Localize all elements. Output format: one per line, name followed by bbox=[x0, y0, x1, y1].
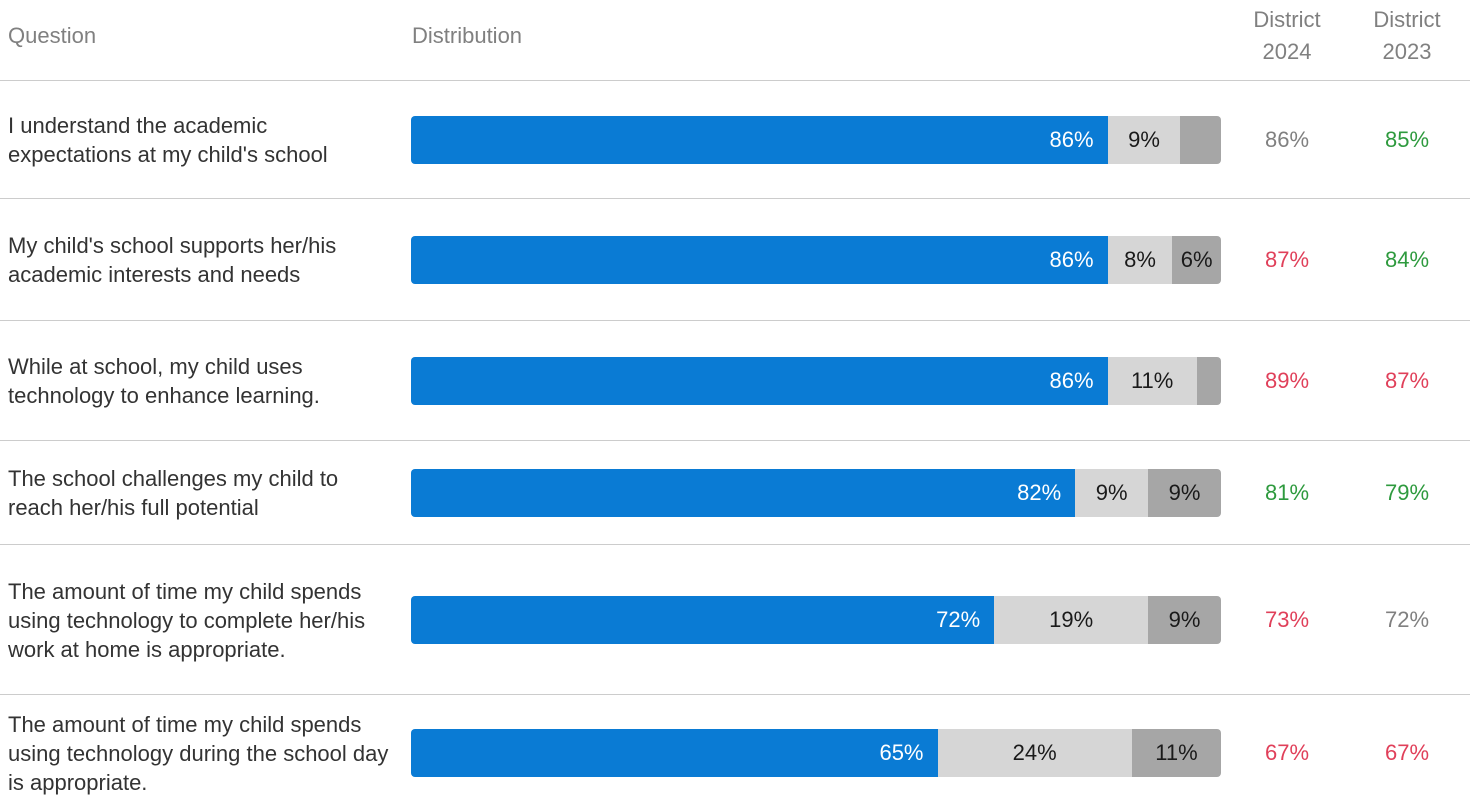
distribution-bar: 82% 9% 9% bbox=[411, 469, 1221, 517]
column-header-district-2023: District 2023 bbox=[1352, 4, 1462, 68]
table-row: My child's school supports her/his acade… bbox=[0, 198, 1470, 321]
district-2023-value: 85% bbox=[1384, 127, 1430, 152]
question-label: The amount of time my child spends using… bbox=[8, 578, 366, 662]
bar-segment-neutral: 24% bbox=[937, 729, 1132, 777]
bar-segment-neutral: 8% bbox=[1107, 236, 1173, 284]
distribution-bar: 65% 24% 11% bbox=[411, 729, 1221, 777]
table-row: The school challenges my child to reach … bbox=[0, 440, 1470, 545]
bar-segment-neutral: 9% bbox=[1075, 469, 1149, 517]
bar-segment-positive: 86% bbox=[411, 116, 1108, 164]
column-header-district-2024-line1: District bbox=[1253, 7, 1321, 32]
bar-segment-negative bbox=[1180, 116, 1221, 164]
district-2023-value: 72% bbox=[1384, 607, 1430, 632]
district-2024-value: 73% bbox=[1264, 607, 1310, 632]
bar-segment-positive: 82% bbox=[411, 469, 1076, 517]
table-row: The amount of time my child spends using… bbox=[0, 694, 1470, 811]
column-header-distribution: Distribution bbox=[412, 23, 523, 48]
column-header-district-2024: District 2024 bbox=[1232, 4, 1342, 68]
bar-segment-positive: 72% bbox=[411, 596, 995, 644]
bar-segment-positive: 65% bbox=[411, 729, 938, 777]
distribution-bar: 72% 19% 9% bbox=[411, 596, 1221, 644]
bar-segment-negative: 6% bbox=[1172, 236, 1221, 284]
question-label: I understand the academic expectations a… bbox=[8, 113, 328, 167]
bar-segment-negative: 11% bbox=[1131, 729, 1221, 777]
distribution-bar: 86% 9% bbox=[411, 116, 1221, 164]
distribution-bar: 86% 8% 6% bbox=[411, 236, 1221, 284]
table-row: I understand the academic expectations a… bbox=[0, 80, 1470, 199]
bar-segment-neutral: 19% bbox=[994, 596, 1149, 644]
bar-segment-neutral: 9% bbox=[1107, 116, 1181, 164]
question-label: The amount of time my child spends using… bbox=[8, 711, 389, 795]
district-2024-value: 67% bbox=[1264, 740, 1310, 765]
district-2023-value: 79% bbox=[1384, 480, 1430, 505]
district-2024-value: 86% bbox=[1264, 127, 1310, 152]
district-2024-value: 81% bbox=[1264, 480, 1310, 505]
question-label: My child's school supports her/his acade… bbox=[8, 233, 337, 287]
district-2023-value: 87% bbox=[1384, 368, 1430, 393]
district-2023-value: 67% bbox=[1384, 740, 1430, 765]
distribution-bar: 86% 11% bbox=[411, 357, 1221, 405]
column-header-district-2023-line2: 2023 bbox=[1382, 39, 1432, 64]
question-label: The school challenges my child to reach … bbox=[8, 466, 339, 520]
table-row: While at school, my child uses technolog… bbox=[0, 320, 1470, 441]
bar-segment-negative bbox=[1196, 357, 1221, 405]
table-row: The amount of time my child spends using… bbox=[0, 544, 1470, 695]
district-2024-value: 89% bbox=[1264, 368, 1310, 393]
column-header-district-2023-line1: District bbox=[1373, 7, 1441, 32]
district-2024-value: 87% bbox=[1264, 247, 1310, 272]
bar-segment-negative: 9% bbox=[1148, 469, 1221, 517]
bar-segment-positive: 86% bbox=[411, 357, 1108, 405]
column-header-question: Question bbox=[8, 23, 97, 48]
bar-segment-positive: 86% bbox=[411, 236, 1108, 284]
column-header-district-2024-line2: 2024 bbox=[1262, 39, 1312, 64]
bar-segment-neutral: 11% bbox=[1107, 357, 1197, 405]
district-2023-value: 84% bbox=[1384, 247, 1430, 272]
question-label: While at school, my child uses technolog… bbox=[8, 354, 320, 408]
bar-segment-negative: 9% bbox=[1148, 596, 1221, 644]
